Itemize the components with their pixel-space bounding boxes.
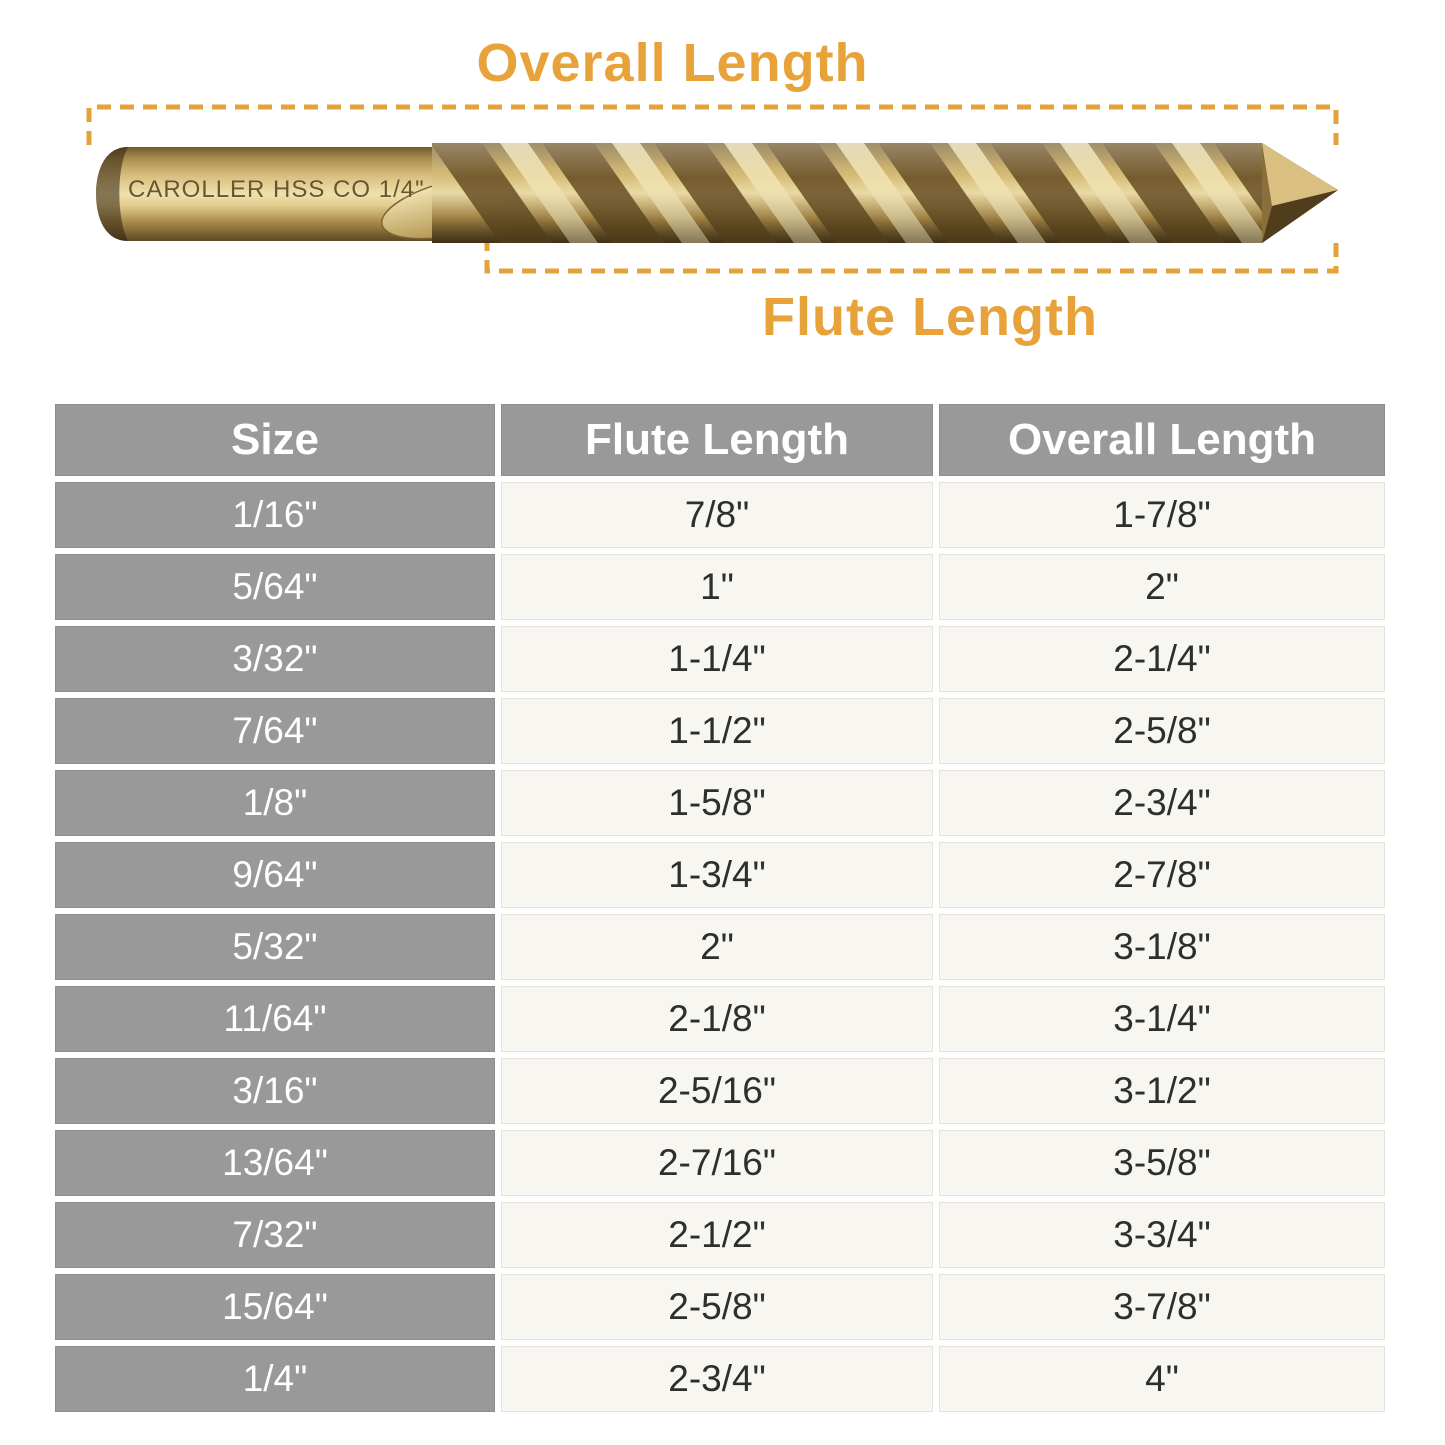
flute-cell: 1": [501, 554, 933, 620]
flute-length-label: Flute Length: [762, 287, 1098, 347]
overall-cell: 3-1/4": [939, 986, 1385, 1052]
drill-shank: [96, 147, 452, 241]
table-row: 3/32" 1-1/4" 2-1/4": [55, 626, 1385, 692]
size-cell: 9/64": [55, 842, 495, 908]
table-row: 1/4" 2-3/4" 4": [55, 1346, 1385, 1412]
table-header-row: Size Flute Length Overall Length: [55, 404, 1385, 476]
table-row: 5/32" 2" 3-1/8": [55, 914, 1385, 980]
overall-cell: 3-5/8": [939, 1130, 1385, 1196]
size-cell: 5/32": [55, 914, 495, 980]
size-cell: 1/8": [55, 770, 495, 836]
table-row: 13/64" 2-7/16" 3-5/8": [55, 1130, 1385, 1196]
flute-cell: 2-5/16": [501, 1058, 933, 1124]
size-cell: 3/32": [55, 626, 495, 692]
table-row: 1/16" 7/8" 1-7/8": [55, 482, 1385, 548]
flute-cell: 2": [501, 914, 933, 980]
flute-cell: 2-1/8": [501, 986, 933, 1052]
flute-cell: 2-1/2": [501, 1202, 933, 1268]
table-row: 15/64" 2-5/8" 3-7/8": [55, 1274, 1385, 1340]
overall-length-label: Overall Length: [476, 33, 869, 93]
flute-cell: 2-5/8": [501, 1274, 933, 1340]
table-row: 9/64" 1-3/4" 2-7/8": [55, 842, 1385, 908]
size-cell: 13/64": [55, 1130, 495, 1196]
size-cell: 1/4": [55, 1346, 495, 1412]
overall-cell: 2-5/8": [939, 698, 1385, 764]
flute-cell: 7/8": [501, 482, 933, 548]
overall-cell: 2-3/4": [939, 770, 1385, 836]
table-row: 11/64" 2-1/8" 3-1/4": [55, 986, 1385, 1052]
size-cell: 3/16": [55, 1058, 495, 1124]
flute-cell: 1-5/8": [501, 770, 933, 836]
drill-bit-illustration: [86, 104, 1339, 274]
col-header-flute-length: Flute Length: [501, 404, 933, 476]
overall-cell: 2": [939, 554, 1385, 620]
table-row: 7/32" 2-1/2" 3-3/4": [55, 1202, 1385, 1268]
overall-cell: 3-1/8": [939, 914, 1385, 980]
product-hero: Overall Length Flute Length CAROLLER HSS…: [0, 0, 1445, 398]
flute-cell: 1-3/4": [501, 842, 933, 908]
overall-cell: 3-1/2": [939, 1058, 1385, 1124]
table-row: 3/16" 2-5/16" 3-1/2": [55, 1058, 1385, 1124]
overall-cell: 2-7/8": [939, 842, 1385, 908]
size-cell: 11/64": [55, 986, 495, 1052]
size-cell: 5/64": [55, 554, 495, 620]
overall-cell: 1-7/8": [939, 482, 1385, 548]
flute-cell: 1-1/4": [501, 626, 933, 692]
overall-cell: 3-3/4": [939, 1202, 1385, 1268]
overall-length-bracket: [86, 104, 1339, 145]
drill-flutes: [432, 143, 1338, 243]
overall-cell: 3-7/8": [939, 1274, 1385, 1340]
flute-cell: 2-7/16": [501, 1130, 933, 1196]
flute-length-bracket: [484, 237, 1339, 274]
flute-cell: 2-3/4": [501, 1346, 933, 1412]
table-row: 1/8" 1-5/8" 2-3/4": [55, 770, 1385, 836]
flute-cell: 1-1/2": [501, 698, 933, 764]
size-cell: 7/32": [55, 1202, 495, 1268]
overall-cell: 2-1/4": [939, 626, 1385, 692]
table-row: 5/64" 1" 2": [55, 554, 1385, 620]
col-header-size: Size: [55, 404, 495, 476]
size-cell: 7/64": [55, 698, 495, 764]
col-header-overall-length: Overall Length: [939, 404, 1385, 476]
drill-tip: [1262, 143, 1338, 243]
size-cell: 1/16": [55, 482, 495, 548]
spec-table: Size Flute Length Overall Length 1/16" 7…: [49, 398, 1391, 1418]
shank-engraving-text: CAROLLER HSS CO 1/4": [128, 176, 425, 203]
size-cell: 15/64": [55, 1274, 495, 1340]
overall-cell: 4": [939, 1346, 1385, 1412]
table-row: 7/64" 1-1/2" 2-5/8": [55, 698, 1385, 764]
